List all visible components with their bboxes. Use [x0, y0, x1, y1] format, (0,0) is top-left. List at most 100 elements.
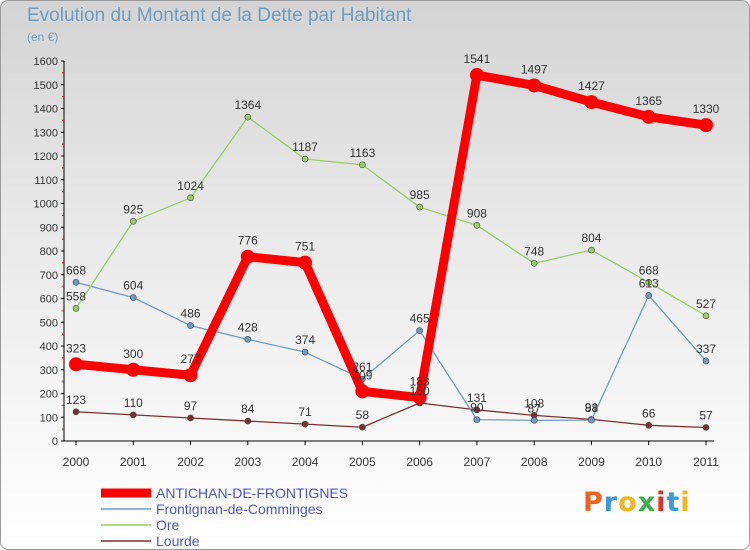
y-tick-label: 1500	[34, 80, 58, 92]
y-tick-label: 1400	[34, 104, 58, 116]
data-point	[469, 68, 484, 83]
y-tick-label: 300	[40, 365, 58, 377]
data-label: 88	[585, 401, 599, 415]
data-point	[355, 384, 370, 399]
data-point	[588, 416, 595, 424]
data-label: 71	[298, 405, 312, 419]
data-point	[416, 203, 423, 211]
data-label: 1024	[177, 179, 204, 193]
data-label: 374	[295, 333, 315, 347]
data-label: 277	[181, 352, 201, 366]
proxiti-logo: Proxiti	[583, 487, 691, 518]
data-label: 465	[410, 312, 430, 326]
data-point	[244, 113, 252, 121]
logo-letter: P	[583, 487, 604, 518]
data-point	[72, 305, 80, 312]
data-label: 1541	[464, 52, 491, 66]
data-point	[301, 348, 309, 356]
data-label: 108	[524, 396, 544, 410]
data-point	[588, 246, 595, 254]
data-point	[244, 417, 252, 425]
data-point	[187, 322, 194, 329]
data-point	[359, 423, 366, 431]
data-point	[301, 420, 309, 428]
data-label: 985	[410, 188, 430, 202]
data-label: 748	[524, 244, 544, 258]
data-point	[129, 294, 137, 301]
data-point	[702, 312, 710, 320]
chart-subtitle: (en €)	[27, 30, 59, 44]
data-point	[530, 417, 538, 424]
data-point	[645, 292, 653, 299]
data-point	[240, 249, 255, 264]
data-label: 1187	[292, 140, 318, 154]
x-tick-label: 2004	[292, 455, 319, 469]
data-point	[187, 414, 194, 422]
data-point	[72, 408, 80, 416]
data-label: 1330	[693, 102, 720, 116]
data-point	[473, 406, 481, 414]
data-label: 527	[696, 297, 716, 311]
y-tick-label: 1600	[34, 56, 58, 68]
legend-label: Lourde	[156, 533, 200, 549]
data-point	[129, 218, 137, 225]
data-label: 486	[181, 307, 201, 321]
y-tick-label: 200	[40, 389, 58, 401]
y-tick-label: 800	[40, 246, 58, 258]
data-label: 110	[124, 396, 143, 410]
series-line-3	[75, 402, 707, 429]
x-tick-label: 2008	[521, 455, 548, 469]
data-label: 428	[238, 320, 258, 334]
data-label: 613	[639, 276, 659, 290]
data-point	[473, 416, 481, 423]
data-label: 1365	[635, 94, 662, 108]
data-label: 668	[639, 263, 659, 277]
legend-label: Frontignan-de-Comminges	[156, 501, 323, 517]
data-label: 1427	[578, 79, 605, 93]
data-point	[645, 279, 653, 286]
y-tick-label: 900	[40, 222, 58, 234]
y-tick-label: 100	[40, 412, 58, 424]
data-label: 123	[66, 393, 86, 407]
x-tick-label: 2000	[63, 455, 90, 469]
data-label: 337	[696, 342, 716, 356]
logo-letter: t	[666, 487, 681, 518]
data-point	[641, 109, 656, 124]
data-point	[645, 422, 653, 429]
data-label: 558	[66, 289, 86, 303]
data-label: 183	[410, 375, 430, 389]
data-label: 84	[241, 402, 255, 416]
data-label: 300	[123, 347, 143, 361]
data-point	[416, 327, 423, 334]
data-point	[412, 390, 427, 405]
y-tick-label: 1100	[34, 175, 58, 187]
data-point	[72, 279, 80, 286]
data-label: 66	[642, 406, 656, 420]
x-tick-label: 2001	[120, 455, 147, 469]
data-point	[527, 78, 542, 93]
data-label: 776	[238, 234, 258, 248]
data-label: 925	[123, 202, 143, 216]
y-tick-label: 1000	[34, 199, 58, 211]
logo-letter: r	[603, 487, 619, 518]
data-label: 323	[66, 341, 86, 355]
data-label: 160	[410, 384, 430, 398]
data-point	[69, 357, 83, 372]
data-label: 668	[66, 263, 86, 277]
x-tick-label: 2010	[635, 455, 662, 469]
x-tick-label: 2007	[464, 455, 491, 469]
data-label: 97	[184, 399, 198, 413]
data-label: 804	[581, 231, 601, 245]
x-tick-label: 2002	[177, 455, 204, 469]
data-label: 58	[356, 408, 370, 422]
logo-letter: i	[656, 487, 667, 518]
data-point	[301, 155, 309, 163]
series-line-1	[75, 281, 707, 421]
data-point	[183, 368, 198, 383]
data-point	[584, 95, 599, 110]
data-label: 87	[528, 401, 542, 415]
data-point	[126, 362, 141, 377]
data-point	[187, 194, 194, 202]
data-label: 908	[467, 206, 487, 220]
